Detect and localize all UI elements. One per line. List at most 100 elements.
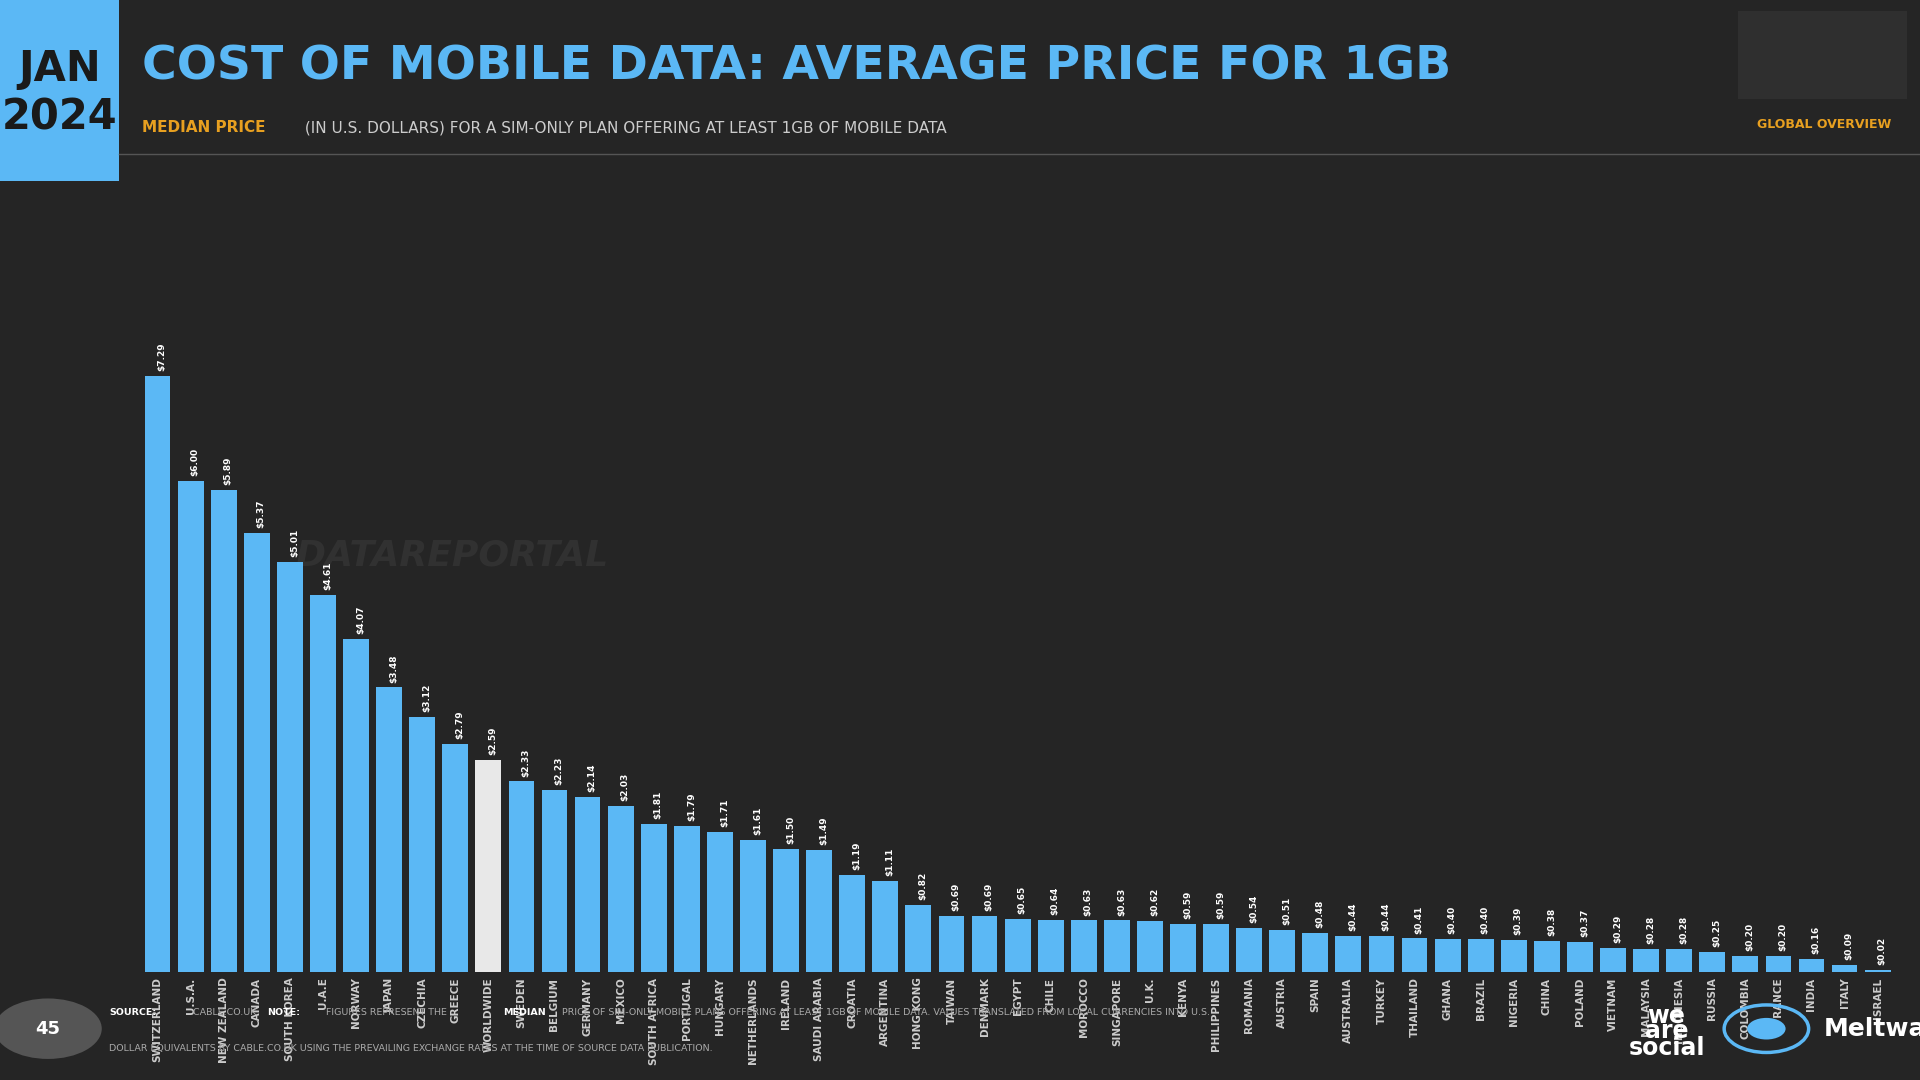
Text: $0.69: $0.69 bbox=[952, 882, 960, 910]
Text: $0.65: $0.65 bbox=[1018, 886, 1027, 914]
Text: $0.28: $0.28 bbox=[1680, 916, 1688, 944]
Bar bbox=[1634, 949, 1659, 972]
Bar bbox=[244, 532, 269, 972]
Bar bbox=[1236, 928, 1261, 972]
Bar bbox=[609, 806, 634, 972]
Text: GLOBAL OVERVIEW: GLOBAL OVERVIEW bbox=[1757, 118, 1891, 131]
Bar bbox=[1434, 940, 1461, 972]
Text: $0.16: $0.16 bbox=[1811, 926, 1820, 954]
Text: $0.48: $0.48 bbox=[1315, 900, 1325, 928]
Bar bbox=[806, 850, 831, 972]
Text: DOLLAR EQUIVALENTS BY CABLE.CO.UK USING THE PREVAILING EXCHANGE RATES AT THE TIM: DOLLAR EQUIVALENTS BY CABLE.CO.UK USING … bbox=[109, 1043, 712, 1053]
Bar bbox=[541, 789, 568, 972]
Bar bbox=[1467, 940, 1494, 972]
Bar bbox=[739, 840, 766, 972]
Text: (IN U.S. DOLLARS) FOR A SIM-ONLY PLAN OFFERING AT LEAST 1GB OF MOBILE DATA: (IN U.S. DOLLARS) FOR A SIM-ONLY PLAN OF… bbox=[300, 120, 947, 135]
Text: DATAREPORTAL: DATAREPORTAL bbox=[296, 538, 609, 572]
Bar bbox=[707, 833, 733, 972]
Text: $0.20: $0.20 bbox=[1745, 922, 1755, 950]
Text: social: social bbox=[1628, 1036, 1705, 1061]
Bar bbox=[839, 875, 866, 972]
Text: NOTE:: NOTE: bbox=[267, 1008, 300, 1017]
Text: 45: 45 bbox=[35, 1020, 61, 1038]
Text: $0.09: $0.09 bbox=[1845, 931, 1853, 960]
Text: $1.71: $1.71 bbox=[720, 799, 730, 827]
Text: $6.00: $6.00 bbox=[190, 448, 200, 476]
Text: $2.79: $2.79 bbox=[455, 711, 465, 739]
Bar bbox=[276, 563, 303, 972]
Text: CABLE.CO.UK: CABLE.CO.UK bbox=[190, 1008, 263, 1017]
Bar bbox=[1599, 948, 1626, 972]
Bar bbox=[972, 916, 996, 972]
Text: $0.44: $0.44 bbox=[1382, 903, 1390, 931]
Bar bbox=[442, 744, 468, 972]
Text: $0.40: $0.40 bbox=[1448, 906, 1457, 934]
Text: $0.38: $0.38 bbox=[1548, 908, 1555, 936]
Text: COST OF MOBILE DATA: AVERAGE PRICE FOR 1GB: COST OF MOBILE DATA: AVERAGE PRICE FOR 1… bbox=[142, 44, 1452, 90]
Bar bbox=[1501, 940, 1526, 972]
Bar bbox=[1534, 941, 1559, 972]
Text: SOURCE:: SOURCE: bbox=[109, 1008, 157, 1017]
Bar bbox=[344, 639, 369, 972]
Bar bbox=[476, 760, 501, 972]
Text: $1.79: $1.79 bbox=[687, 792, 695, 821]
Text: Meltwater: Meltwater bbox=[1824, 1016, 1920, 1041]
Text: $0.02: $0.02 bbox=[1878, 937, 1887, 966]
Text: $0.59: $0.59 bbox=[1215, 891, 1225, 919]
Text: $1.81: $1.81 bbox=[653, 791, 662, 819]
Text: $0.51: $0.51 bbox=[1283, 897, 1292, 926]
Bar bbox=[1799, 959, 1824, 972]
Bar bbox=[1302, 933, 1329, 972]
Text: $0.54: $0.54 bbox=[1250, 894, 1258, 923]
Text: $1.19: $1.19 bbox=[852, 841, 862, 869]
Bar bbox=[1169, 923, 1196, 972]
Text: $0.64: $0.64 bbox=[1050, 887, 1060, 915]
Bar bbox=[1667, 949, 1692, 972]
Bar bbox=[179, 482, 204, 972]
Bar bbox=[641, 824, 666, 972]
Text: $0.62: $0.62 bbox=[1150, 888, 1160, 917]
Bar bbox=[1864, 970, 1891, 972]
Text: MEDIAN PRICE: MEDIAN PRICE bbox=[142, 120, 265, 135]
Text: $0.63: $0.63 bbox=[1083, 888, 1092, 916]
Bar bbox=[1732, 956, 1759, 972]
Text: $0.37: $0.37 bbox=[1580, 908, 1590, 936]
Bar bbox=[1269, 930, 1296, 972]
Text: $0.82: $0.82 bbox=[918, 872, 927, 900]
Bar bbox=[1336, 936, 1361, 972]
Bar bbox=[1402, 939, 1427, 972]
Bar bbox=[376, 688, 401, 972]
Text: $5.01: $5.01 bbox=[290, 529, 300, 557]
Text: $2.33: $2.33 bbox=[522, 748, 530, 777]
Text: $1.11: $1.11 bbox=[885, 848, 895, 876]
Text: $0.41: $0.41 bbox=[1415, 905, 1423, 933]
Bar bbox=[1369, 936, 1394, 972]
Text: $1.49: $1.49 bbox=[820, 816, 828, 846]
Text: $4.61: $4.61 bbox=[323, 562, 332, 590]
Text: $1.50: $1.50 bbox=[785, 816, 795, 845]
Bar bbox=[1832, 964, 1857, 972]
Text: $0.63: $0.63 bbox=[1117, 888, 1125, 916]
Text: $0.28: $0.28 bbox=[1645, 916, 1655, 944]
Text: FIGURES REPRESENT THE: FIGURES REPRESENT THE bbox=[323, 1008, 449, 1017]
Bar bbox=[509, 782, 534, 972]
Bar bbox=[939, 916, 964, 972]
Bar bbox=[409, 717, 436, 972]
Bar bbox=[774, 849, 799, 972]
Text: are: are bbox=[1645, 1018, 1688, 1043]
Bar bbox=[1004, 919, 1031, 972]
Text: $4.07: $4.07 bbox=[355, 606, 365, 634]
Text: $5.37: $5.37 bbox=[257, 499, 265, 528]
Text: $3.48: $3.48 bbox=[390, 654, 397, 683]
Text: $0.59: $0.59 bbox=[1183, 891, 1192, 919]
Bar bbox=[906, 905, 931, 972]
Bar bbox=[1039, 920, 1064, 972]
Text: $2.23: $2.23 bbox=[555, 756, 563, 785]
Text: $0.29: $0.29 bbox=[1613, 915, 1622, 944]
Text: $0.40: $0.40 bbox=[1480, 906, 1490, 934]
Text: $5.89: $5.89 bbox=[225, 457, 232, 486]
Text: $0.20: $0.20 bbox=[1778, 922, 1788, 950]
Bar bbox=[211, 490, 236, 972]
Text: $0.39: $0.39 bbox=[1513, 907, 1523, 935]
Text: $0.69: $0.69 bbox=[985, 882, 993, 910]
